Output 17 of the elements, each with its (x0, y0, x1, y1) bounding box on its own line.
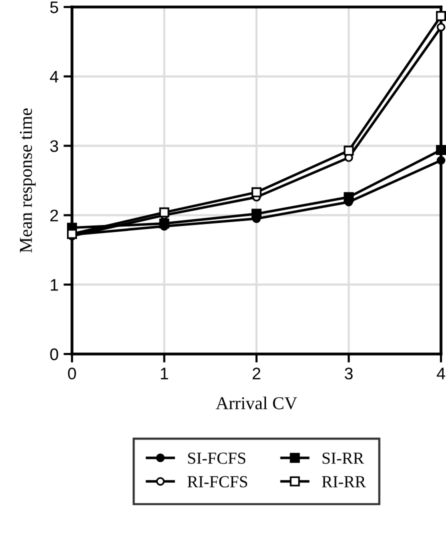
x-tick-label: 1 (160, 368, 168, 380)
x-tick-label: 2 (252, 368, 260, 380)
y-tick-label: 1 (50, 279, 58, 291)
legend-label: RI-FCFS (188, 476, 248, 488)
y-axis-title: Mean response time (20, 108, 36, 253)
y-tick-label: 4 (50, 70, 58, 82)
x-axis-title: Arrival CV (216, 396, 298, 410)
legend-label: SI-FCFS (188, 452, 246, 464)
x-tick-label: 4 (436, 368, 446, 380)
legend-label: RI-RR (322, 476, 366, 488)
legend-label: SI-RR (322, 452, 364, 464)
x-tick-label: 3 (344, 368, 353, 380)
y-tick-label: 0 (50, 348, 58, 360)
y-tick-label: 2 (50, 210, 58, 222)
y-tick-label: 3 (50, 140, 58, 152)
y-tick-label: 5 (50, 2, 58, 14)
x-tick-label: 0 (68, 368, 76, 380)
